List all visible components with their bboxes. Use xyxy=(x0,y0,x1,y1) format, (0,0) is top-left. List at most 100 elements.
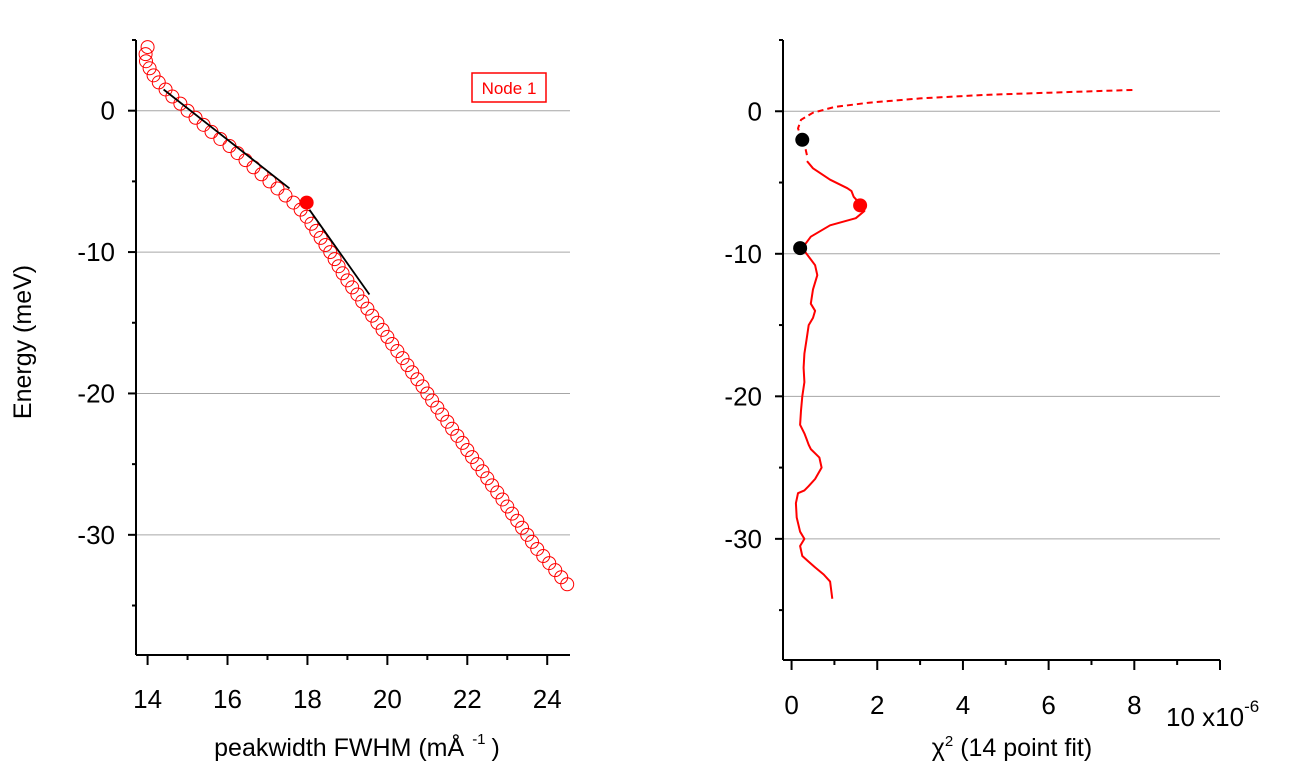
left-data-point xyxy=(142,61,157,76)
left-y-tick-label: -20 xyxy=(77,378,115,408)
left-data-point xyxy=(515,520,530,535)
left-data-point xyxy=(395,351,410,366)
left-data-point xyxy=(495,492,510,507)
right-series-line xyxy=(794,160,866,599)
left-data-point xyxy=(313,230,328,245)
legend-box xyxy=(471,72,547,103)
left-data-point xyxy=(510,513,525,528)
left-x-tick-label: 20 xyxy=(373,684,402,714)
left-data-point xyxy=(560,577,575,592)
legend: Node 1 xyxy=(471,72,547,103)
left-data-point xyxy=(304,216,319,231)
left-data-point xyxy=(299,209,314,224)
right-x-axis-title-rest: (14 point fit) xyxy=(953,734,1092,762)
right-x-multiplier-base: 10 x10 xyxy=(1166,702,1244,732)
left-data-point xyxy=(480,471,495,486)
right-x-tick-label: 0 xyxy=(784,690,798,720)
right-highlight-point xyxy=(793,241,808,256)
right-x-tick-label: 6 xyxy=(1041,690,1055,720)
right-x-multiplier-exp: -6 xyxy=(1244,697,1259,716)
left-data-point xyxy=(340,273,355,288)
right-y-tick-label: -10 xyxy=(724,239,762,269)
right-series-line xyxy=(797,88,1135,141)
left-data-point xyxy=(425,393,440,408)
left-data-point xyxy=(490,485,505,500)
left-data-point xyxy=(188,110,203,125)
left-data-point xyxy=(360,301,375,316)
right-y-tick-label: -20 xyxy=(724,381,762,411)
left-data-point xyxy=(520,527,535,542)
legend-label: Node 1 xyxy=(482,79,537,98)
left-data-point xyxy=(440,414,455,429)
right-y-tick-label: 0 xyxy=(748,96,762,126)
left-fit-line xyxy=(308,209,371,296)
left-data-point xyxy=(238,153,253,168)
left-data-point xyxy=(146,68,161,83)
left-data-point xyxy=(525,534,540,549)
left-data-point xyxy=(470,457,485,472)
left-data-point xyxy=(140,40,155,55)
left-data-point xyxy=(173,96,188,111)
left-data-point xyxy=(415,379,430,394)
left-data-point xyxy=(375,322,390,337)
left-highlight-point xyxy=(299,195,314,210)
right-y-tick-label: -30 xyxy=(724,524,762,554)
left-x-tick-label: 16 xyxy=(213,684,242,714)
right-highlight-point xyxy=(853,198,868,213)
right-x-tick-label: 4 xyxy=(956,690,970,720)
left-data-point xyxy=(165,89,180,104)
left-data-point xyxy=(400,358,415,373)
left-data-point xyxy=(410,372,425,387)
left-data-point xyxy=(323,245,338,260)
left-data-point xyxy=(309,223,324,238)
left-data-point xyxy=(138,47,153,62)
left-data-point xyxy=(196,117,211,132)
left-x-tick-label: 22 xyxy=(453,684,482,714)
left-x-axis-title: peakwidth FWHM (mÅ -1) xyxy=(214,731,500,762)
left-data-point xyxy=(331,259,346,274)
left-x-tick-label: 18 xyxy=(293,684,322,714)
right-x-axis-title: χ2 (14 point fit) xyxy=(932,733,1092,762)
left-x-tick-label: 14 xyxy=(133,684,162,714)
left-data-point xyxy=(180,103,195,118)
left-data-point xyxy=(465,450,480,465)
left-series xyxy=(138,40,575,592)
left-data-point xyxy=(278,188,293,203)
left-y-axis-title: Energy (meV) xyxy=(9,265,37,419)
left-x-axis-title-main: peakwidth FWHM (mÅ xyxy=(214,732,464,762)
left-data-point xyxy=(505,506,520,521)
left-data-point xyxy=(475,464,490,479)
left-data-point xyxy=(500,499,515,514)
right-x-tick-label: 8 xyxy=(1127,690,1141,720)
right-x-tick-label: 2 xyxy=(870,690,884,720)
left-data-point xyxy=(405,365,420,380)
left-data-point xyxy=(450,428,465,443)
right-highlight-point xyxy=(795,132,810,147)
left-x-axis-title-sup: -1 xyxy=(472,731,485,748)
left-data-point xyxy=(365,308,380,323)
left-axes xyxy=(135,40,570,656)
left-data-point xyxy=(390,344,405,359)
right-plot-panel: 0-10-20-300 2 4 6 8 χ2 (14 point fit) 10 x10… xyxy=(724,39,1259,762)
left-data-point xyxy=(318,238,333,252)
left-data-point xyxy=(485,478,500,493)
left-x-axis-title-close: ) xyxy=(492,734,500,762)
left-data-point xyxy=(435,407,450,422)
left-fit-line xyxy=(163,88,291,190)
left-data-point xyxy=(460,443,475,457)
right-series xyxy=(793,88,1135,599)
right-x-axis-title-chi: χ xyxy=(932,734,945,762)
left-data-point xyxy=(420,386,435,401)
left-ticks: 0 -10 -20 -30 14 16 18 20 22 24 xyxy=(77,39,562,714)
left-data-point xyxy=(138,54,153,69)
left-data-point xyxy=(455,435,470,450)
right-x-multiplier: 10 x10-6 xyxy=(1166,697,1259,732)
left-data-point xyxy=(335,266,350,281)
left-data-point xyxy=(254,167,269,182)
left-plot-panel: 0 -10 -20 -30 14 16 18 20 22 24 Node 1 Energy (me… xyxy=(9,39,575,762)
left-data-point xyxy=(270,181,285,196)
left-gridlines xyxy=(136,110,570,536)
right-x-axis-title-sup: 2 xyxy=(945,733,953,750)
left-data-point xyxy=(262,174,277,189)
